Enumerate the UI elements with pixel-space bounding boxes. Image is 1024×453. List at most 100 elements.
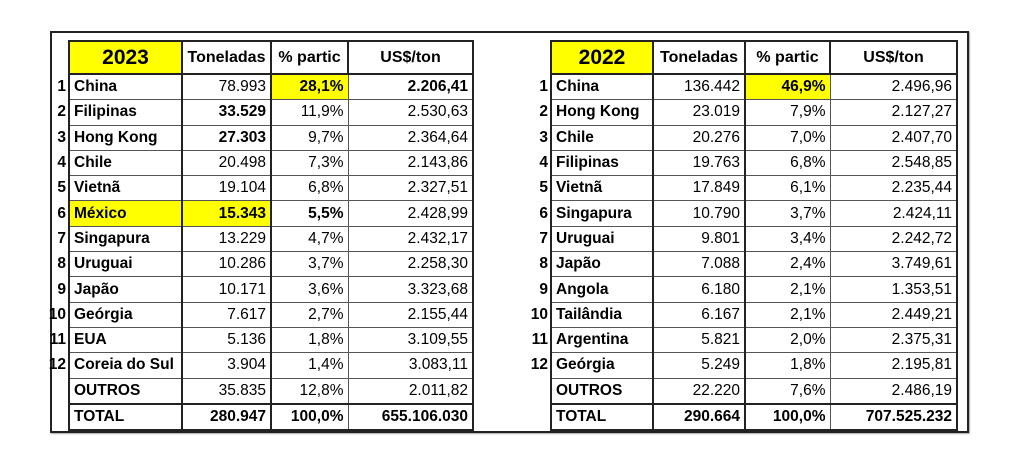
table-row: 2 Filipinas 33.529 11,9% 2.530,63 [46,99,474,126]
country-cell: Japão [68,276,183,303]
price-cell: 2.155,44 [348,302,474,328]
rank-number: 2 [539,103,548,121]
tons-cell: 5.136 [182,327,272,354]
country-cell: Vietnã [68,175,183,202]
rank-number: 12 [48,356,66,374]
country-cell: Chile [68,150,183,177]
rank-number: 1 [539,77,548,95]
price-cell: 2.258,30 [348,251,474,278]
table-row: 1 China 136.442 46,9% 2.496,96 [528,74,958,101]
rank-number: 9 [57,280,66,298]
country-cell: Japão [550,251,654,278]
share-cell: 6,1% [745,175,831,202]
share-cell: 11,9% [271,99,349,126]
tons-cell: 290.664 [653,402,746,432]
country-cell: Coreia do Sul [68,352,183,379]
rank-number: 10 [530,305,548,323]
table-row: 5 Vietnã 19.104 6,8% 2.327,51 [46,175,474,202]
table-row: 4 Filipinas 19.763 6,8% 2.548,85 [528,150,958,177]
tons-cell: 15.343 [182,200,272,227]
price-cell: 2.407,70 [830,125,958,151]
share-cell: 2,1% [745,276,831,303]
share-cell: 2,1% [745,302,831,328]
share-cell: 12,8% [271,378,349,405]
rank-number: 4 [57,154,66,172]
share-cell: 4,7% [271,226,349,253]
price-cell: 2.206,41 [348,74,474,101]
header-row: 2022 Toneladas % partic US$/ton [528,40,958,75]
country-cell: China [550,74,654,101]
tons-cell: 7.088 [653,251,746,278]
outer-frame [50,31,969,433]
price-cell: 2.486,19 [830,378,958,405]
tons-cell: 10.171 [182,276,272,303]
price-header: US$/ton [347,40,474,75]
year-header: 2022 [550,40,654,75]
table-row: 11 EUA 5.136 1,8% 3.109,55 [46,327,474,354]
country-cell: Chile [550,125,654,151]
table-row: 2 Hong Kong 23.019 7,9% 2.127,27 [528,99,958,126]
table-row: 11 Argentina 5.821 2,0% 2.375,31 [528,327,958,354]
price-cell: 2.428,99 [348,200,474,227]
price-cell: 2.432,17 [348,226,474,253]
table-row: 3 Hong Kong 27.303 9,7% 2.364,64 [46,125,474,151]
rank-number: 12 [530,356,548,374]
country-cell: Filipinas [550,150,654,177]
tons-cell: 136.442 [653,74,746,101]
rank-number: 8 [57,255,66,273]
tons-cell: 10.790 [653,200,746,227]
country-cell: Singapura [550,200,654,227]
price-cell: 2.127,27 [830,99,958,126]
price-cell: 3.749,61 [830,251,958,278]
total-row: TOTAL 290.664 100,0% 707.525.232 [528,402,958,432]
rank-number: 6 [539,204,548,222]
share-cell: 6,8% [271,175,349,202]
share-header: % partic [270,40,349,75]
country-cell: Hong Kong [550,99,654,126]
share-cell: 28,1% [271,74,349,101]
country-cell: Argentina [550,327,654,354]
table-row: 1 China 78.993 28,1% 2.206,41 [46,74,474,101]
tons-header: Toneladas [181,40,272,75]
year-header: 2023 [68,40,183,75]
rank-number: 11 [531,331,548,349]
share-cell: 3,7% [271,251,349,278]
rank-number: 11 [49,331,66,349]
rank-number: 3 [57,128,66,146]
country-cell: TOTAL [550,402,654,432]
table-row: 12 Geórgia 5.249 1,8% 2.195,81 [528,352,958,379]
price-cell: 2.195,81 [830,352,958,379]
others-row: OUTROS 22.220 7,6% 2.486,19 [528,378,958,405]
rank-number: 10 [48,305,66,323]
share-cell: 2,4% [745,251,831,278]
table-row: 9 Angola 6.180 2,1% 1.353,51 [528,276,958,303]
price-header: US$/ton [829,40,958,75]
table-row: 4 Chile 20.498 7,3% 2.143,86 [46,150,474,177]
share-cell: 7,3% [271,150,349,177]
tons-cell: 33.529 [182,99,272,126]
country-cell: Vietnã [550,175,654,202]
country-cell: México [68,200,183,227]
table-row: 10 Geórgia 7.617 2,7% 2.155,44 [46,302,474,328]
rank-number: 7 [539,229,548,247]
table-row: 9 Japão 10.171 3,6% 3.323,68 [46,276,474,303]
share-cell: 1,8% [745,352,831,379]
share-cell: 1,4% [271,352,349,379]
header-row: 2023 Toneladas % partic US$/ton [46,40,474,75]
total-row: TOTAL 280.947 100,0% 655.106.030 [46,402,474,432]
tons-cell: 13.229 [182,226,272,253]
price-cell: 2.375,31 [830,327,958,354]
price-cell: 2.011,82 [348,378,474,405]
price-cell: 655.106.030 [348,402,474,432]
tons-cell: 17.849 [653,175,746,202]
country-cell: Angola [550,276,654,303]
share-cell: 46,9% [745,74,831,101]
tons-cell: 23.019 [653,99,746,126]
share-cell: 3,4% [745,226,831,253]
price-cell: 3.083,11 [348,352,474,379]
table-row: 12 Coreia do Sul 3.904 1,4% 3.083,11 [46,352,474,379]
rank-number: 1 [57,77,66,95]
country-cell: OUTROS [550,378,654,405]
price-cell: 2.327,51 [348,175,474,202]
tons-cell: 10.286 [182,251,272,278]
